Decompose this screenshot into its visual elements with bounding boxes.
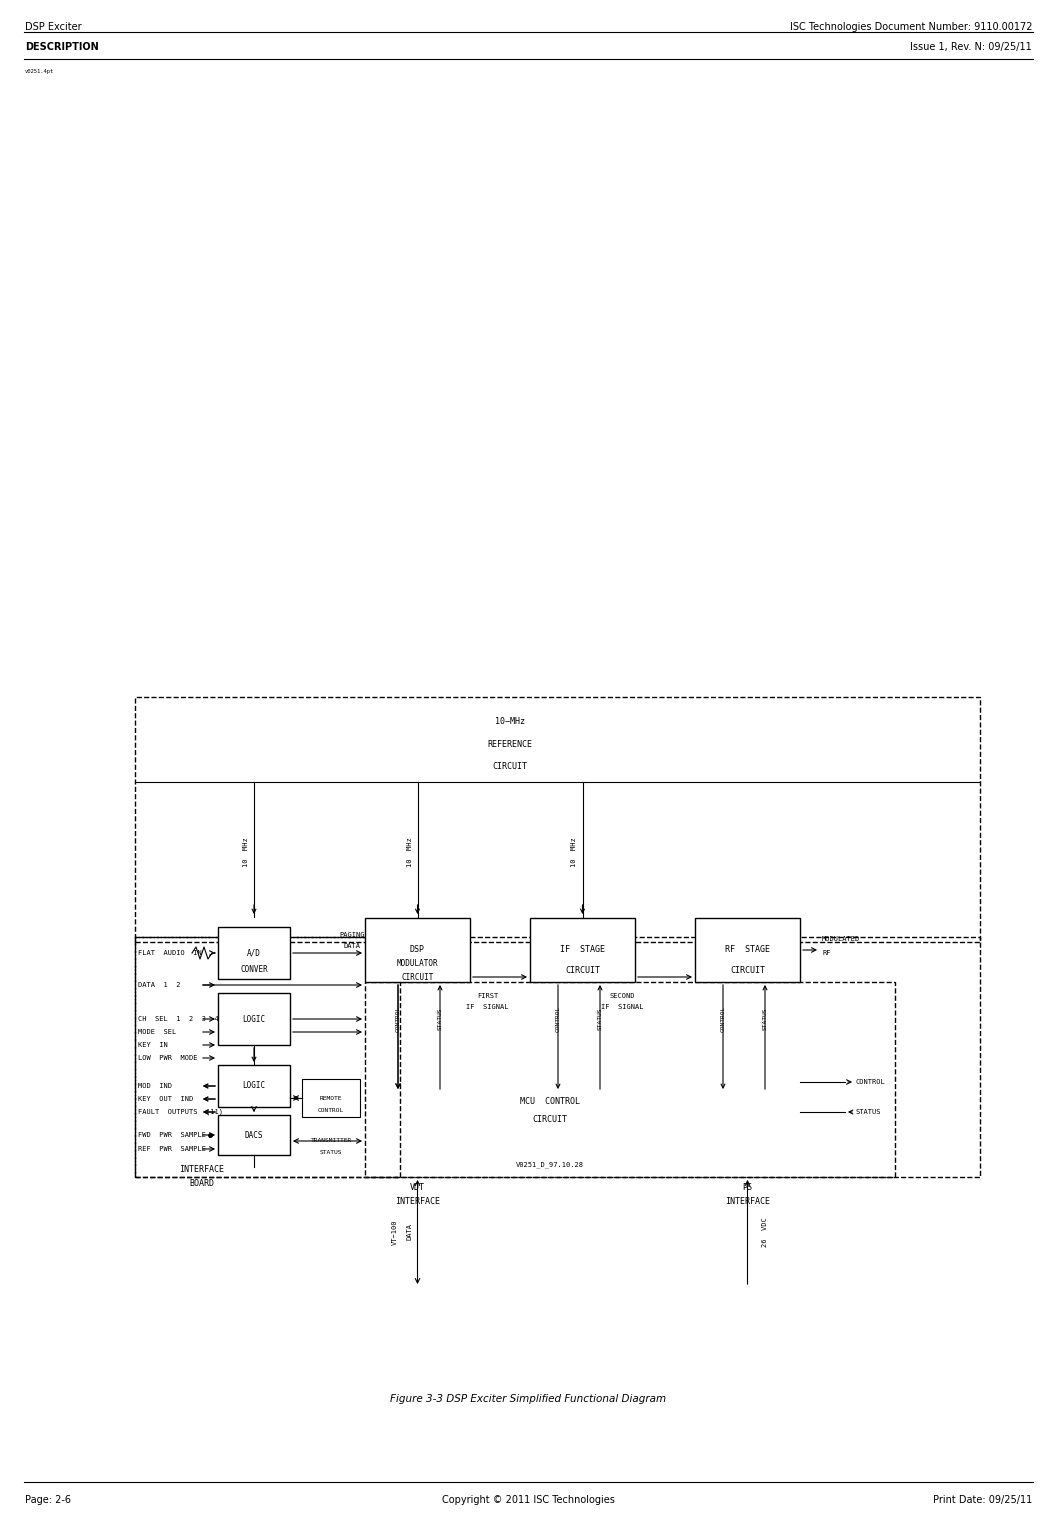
Text: 10  MHz: 10 MHz (243, 838, 249, 867)
Text: FIRST: FIRST (477, 993, 498, 999)
Bar (135, 938, 980, 1177)
Text: BOARD: BOARD (189, 1179, 215, 1188)
Text: V0251_D_97.10.28: V0251_D_97.10.28 (516, 1162, 585, 1168)
Text: KEY  IN: KEY IN (138, 1042, 168, 1048)
Text: MODULATOR: MODULATOR (396, 959, 439, 968)
Text: CONTROL: CONTROL (395, 1005, 401, 1033)
Text: IF  SIGNAL: IF SIGNAL (601, 1004, 644, 1010)
Text: PAGING: PAGING (339, 931, 365, 938)
Text: STATUS: STATUS (320, 1150, 342, 1154)
Text: CONTROL: CONTROL (556, 1005, 560, 1033)
Text: MODULATED: MODULATED (822, 936, 860, 942)
Text: 26  VDC: 26 VDC (762, 1217, 768, 1247)
Bar (696, 918, 800, 982)
Text: INTERFACE: INTERFACE (395, 1196, 440, 1205)
Text: Copyright © 2011 ISC Technologies: Copyright © 2011 ISC Technologies (442, 1496, 615, 1505)
Text: PS: PS (742, 1182, 753, 1191)
Text: CH  SEL  1  2  3  4: CH SEL 1 2 3 4 (138, 1016, 219, 1022)
Text: RF  STAGE: RF STAGE (725, 945, 769, 954)
Text: LOGIC: LOGIC (242, 1014, 265, 1024)
Text: DATA  1  2: DATA 1 2 (138, 982, 181, 988)
Bar (218, 993, 290, 1045)
Text: CONVER: CONVER (240, 965, 267, 973)
Text: IF  SIGNAL: IF SIGNAL (466, 1004, 508, 1010)
Text: A/D: A/D (247, 948, 261, 958)
Bar (218, 927, 290, 979)
Text: DATA: DATA (407, 1223, 413, 1240)
Text: REMOTE: REMOTE (320, 1096, 342, 1100)
Text: VDT: VDT (410, 1182, 425, 1191)
Bar (218, 1065, 290, 1107)
Text: ISC Technologies Document Number: 9110.00172: ISC Technologies Document Number: 9110.0… (790, 22, 1032, 32)
Text: KEY  OUT  IND: KEY OUT IND (138, 1096, 193, 1102)
Text: LOGIC: LOGIC (242, 1082, 265, 1090)
Text: IF  STAGE: IF STAGE (560, 945, 605, 954)
Text: CIRCUIT: CIRCUIT (493, 762, 527, 772)
Text: Page: 2-6: Page: 2-6 (25, 1496, 71, 1505)
Text: DSP Exciter: DSP Exciter (25, 22, 81, 32)
Text: CONTROL: CONTROL (721, 1005, 725, 1033)
Text: INTERFACE: INTERFACE (725, 1196, 769, 1205)
Text: MODE  SEL: MODE SEL (138, 1028, 177, 1034)
Bar (365, 982, 895, 1177)
Text: Figure 3-3 DSP Exciter Simplified Functional Diagram: Figure 3-3 DSP Exciter Simplified Functi… (390, 1394, 667, 1403)
Text: SECOND: SECOND (610, 993, 635, 999)
Text: RF: RF (822, 950, 831, 956)
Text: REF  PWR  SAMPLE: REF PWR SAMPLE (138, 1147, 206, 1153)
Text: TRANSMITTER: TRANSMITTER (311, 1139, 352, 1144)
Text: FAULT  OUTPUTS  (11): FAULT OUTPUTS (11) (138, 1108, 223, 1116)
Text: CONTROL: CONTROL (318, 1108, 345, 1113)
Text: MCU  CONTROL: MCU CONTROL (520, 1097, 580, 1107)
Text: STATUS: STATUS (855, 1110, 880, 1114)
Text: DACS: DACS (245, 1131, 263, 1139)
Text: FWD  PWR  SAMPLE: FWD PWR SAMPLE (138, 1131, 206, 1137)
Text: STATUS: STATUS (597, 1008, 602, 1030)
Text: INTERFACE: INTERFACE (180, 1165, 224, 1174)
Bar (135, 696, 980, 942)
Text: 10  MHz: 10 MHz (407, 838, 412, 867)
Text: STATUS: STATUS (438, 1008, 443, 1030)
Text: REFERENCE: REFERENCE (487, 741, 533, 750)
Text: FLAT  AUDIO  IN: FLAT AUDIO IN (138, 950, 202, 956)
Bar (530, 918, 635, 982)
Text: LOW  PWR  MODE: LOW PWR MODE (138, 1054, 198, 1061)
Text: Issue 1, Rev. N: 09/25/11: Issue 1, Rev. N: 09/25/11 (910, 41, 1032, 52)
Bar (302, 1079, 360, 1117)
Text: CIRCUIT: CIRCUIT (402, 973, 433, 982)
Text: v0251.4pt: v0251.4pt (25, 69, 54, 74)
Text: VT−100: VT−100 (392, 1219, 398, 1245)
Bar (218, 1114, 290, 1154)
Text: CIRCUIT: CIRCUIT (565, 967, 600, 976)
Text: MOD  IND: MOD IND (138, 1084, 172, 1090)
Text: CONTROL: CONTROL (855, 1079, 885, 1085)
Text: DATA: DATA (344, 944, 360, 948)
Text: CIRCUIT: CIRCUIT (533, 1114, 568, 1124)
Text: 10  MHz: 10 MHz (572, 838, 577, 867)
Bar (365, 918, 470, 982)
Text: Print Date: 09/25/11: Print Date: 09/25/11 (932, 1496, 1032, 1505)
Text: CIRCUIT: CIRCUIT (730, 967, 765, 976)
Text: DSP: DSP (410, 945, 425, 954)
Bar (135, 938, 400, 1177)
Text: 10−MHz: 10−MHz (495, 718, 525, 727)
Text: STATUS: STATUS (762, 1008, 767, 1030)
Text: DESCRIPTION: DESCRIPTION (25, 41, 98, 52)
